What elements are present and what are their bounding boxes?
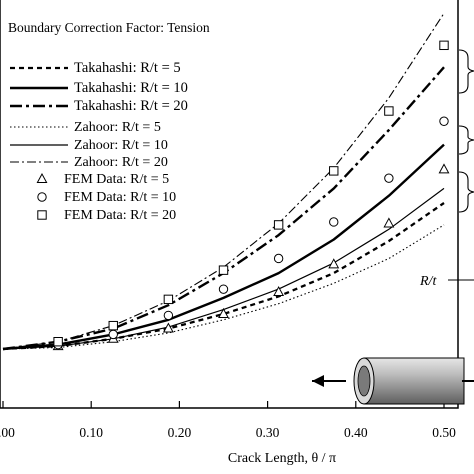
legend-marker-fem-data-r-t-10 xyxy=(37,192,47,202)
x-axis: 0.00 0.10 0.20 0.30 0.40 0.50 xyxy=(0,401,456,440)
data-point-fem-data-r-t-10 xyxy=(163,310,174,321)
data-point-fem-data-r-t-20 xyxy=(163,294,174,305)
legend-label: Zahoor: R/t = 10 xyxy=(74,138,168,153)
brace-bottom xyxy=(458,171,474,213)
data-point-fem-data-r-t-20 xyxy=(329,166,339,176)
legend-marker-fem-data-r-t-20 xyxy=(37,210,47,220)
data-point-fem-data-r-t-10 xyxy=(218,284,229,294)
right-annotations xyxy=(448,49,474,281)
data-point-fem-data-r-t-5 xyxy=(162,322,174,333)
legend-label: FEM Data: R/t = 5 xyxy=(64,172,169,187)
chart-title: Boundary Correction Factor: Tension xyxy=(8,20,210,35)
x-tick-label: 0.20 xyxy=(168,425,192,440)
data-point-fem-data-r-t-20 xyxy=(218,265,229,275)
series-line-takahashi-r-t-10 xyxy=(2,143,445,351)
series-line-takahashi-r-t-5 xyxy=(2,202,445,351)
data-point-fem-data-r-t-20 xyxy=(108,320,118,331)
data-point-fem-data-r-t-20 xyxy=(384,106,394,116)
data-point-fem-data-r-t-20 xyxy=(273,220,284,230)
data-point-fem-data-r-t-5 xyxy=(438,163,450,174)
legend-label: Takahashi: R/t = 5 xyxy=(74,60,181,76)
legend-label: Zahoor: R/t = 5 xyxy=(74,120,161,135)
x-tick-label: 0.30 xyxy=(256,425,280,440)
r-t-label: R/t xyxy=(419,274,437,289)
data-point-fem-data-r-t-10 xyxy=(439,116,449,126)
data-point-fem-data-r-t-10 xyxy=(384,173,394,183)
data-point-fem-data-r-t-20 xyxy=(53,337,63,347)
legend: Takahashi: R/t = 5 Takahashi: R/t = 10 Tak… xyxy=(10,60,188,223)
plot-frame xyxy=(0,0,459,409)
legend-marker-fem-data-r-t-5 xyxy=(36,172,48,183)
brace-top xyxy=(458,49,474,94)
data-point-fem-data-r-t-10 xyxy=(108,329,118,340)
data-point-fem-data-r-t-10 xyxy=(329,217,339,227)
data-point-fem-data-r-t-5 xyxy=(383,217,395,228)
x-axis-label: Crack Length, θ / π xyxy=(228,451,336,466)
data-point-fem-data-r-t-10 xyxy=(273,253,284,264)
legend-label: FEM Data: R/t = 20 xyxy=(64,208,176,223)
legend-label: FEM Data: R/t = 10 xyxy=(64,190,176,205)
legend-label: Takahashi: R/t = 20 xyxy=(74,98,188,114)
x-tick-label: 0.50 xyxy=(432,425,456,440)
data-point-fem-data-r-t-5 xyxy=(218,307,229,318)
x-tick-label: 0.00 xyxy=(0,425,15,440)
data-point-fem-data-r-t-5 xyxy=(328,258,340,269)
pipe-illustration xyxy=(312,357,474,405)
legend-label: Takahashi: R/t = 10 xyxy=(74,80,188,96)
x-tick-label: 0.10 xyxy=(79,425,103,440)
legend-label: Zahoor: R/t = 20 xyxy=(74,155,168,170)
data-point-fem-data-r-t-20 xyxy=(439,40,449,51)
x-tick-label: 0.40 xyxy=(344,425,368,440)
data-point-fem-data-r-t-5 xyxy=(273,286,285,297)
marker-layer xyxy=(52,40,450,351)
brace-middle xyxy=(458,125,474,155)
